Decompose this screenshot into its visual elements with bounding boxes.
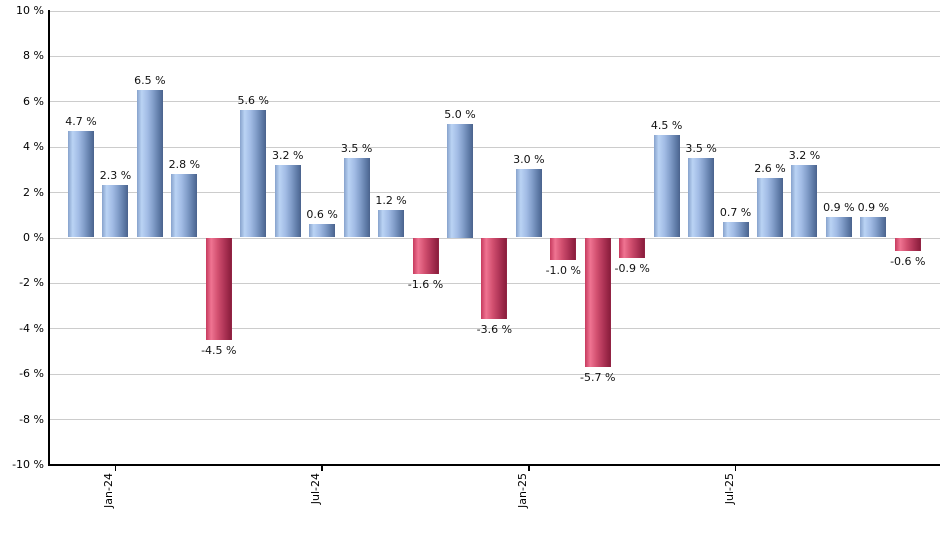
y-axis-tick-label: 2 % xyxy=(23,185,44,199)
gridline xyxy=(49,146,940,148)
bar-Jul-25 xyxy=(722,221,749,238)
gridline xyxy=(49,419,940,421)
gridline xyxy=(49,373,940,375)
bar-value-label: 5.6 % xyxy=(237,94,269,108)
bar-Jun-24 xyxy=(274,164,301,238)
y-axis-tick-label: -4 % xyxy=(19,321,44,335)
bar-value-label: 0.9 % xyxy=(823,201,855,215)
bar-Apr-24 xyxy=(205,237,232,340)
bar-value-label: 5.0 % xyxy=(444,108,476,121)
bar-value-label: 0.7 % xyxy=(719,205,752,219)
bar-value-label: 2.8 % xyxy=(168,157,201,171)
bar-Mar-24 xyxy=(171,173,198,238)
gridline xyxy=(49,101,940,103)
x-axis-line xyxy=(47,463,940,466)
bar-value-label: 0.6 % xyxy=(306,207,338,221)
bar-value-label: -4.5 % xyxy=(201,343,237,357)
bar-May-24 xyxy=(240,110,267,238)
bar-Dec-25 xyxy=(894,237,921,252)
y-axis-tick-label: -10 % xyxy=(12,458,44,471)
bar-Aug-24 xyxy=(343,158,370,238)
bar-Apr-25 xyxy=(619,237,646,258)
bar-value-label: -1.0 % xyxy=(545,264,582,278)
y-axis-tick-label: -2 % xyxy=(19,276,44,290)
bar-Feb-25 xyxy=(550,237,577,261)
bar-Dec-23 xyxy=(68,130,94,238)
bar-value-label: -0.6 % xyxy=(890,255,926,269)
bar-Jun-25 xyxy=(688,158,715,238)
bar-value-label: -0.9 % xyxy=(614,261,650,275)
bar-Aug-25 xyxy=(757,178,783,238)
y-axis-tick-label: 6 % xyxy=(23,94,44,108)
x-axis-tick-label: Jul-25 xyxy=(722,473,736,505)
bar-value-label: -3.6 % xyxy=(476,323,513,337)
bar-Nov-24 xyxy=(446,124,473,238)
bar-value-label: 3.2 % xyxy=(271,148,304,162)
x-axis-tick xyxy=(528,464,530,471)
bar-value-label: 2.6 % xyxy=(754,162,786,176)
bar-Mar-25 xyxy=(584,237,611,367)
bar-Jan-24 xyxy=(102,185,129,238)
bar-Sep-25 xyxy=(791,164,818,238)
x-axis-tick-label: Jan-24 xyxy=(102,473,116,508)
y-axis-tick-label: 8 % xyxy=(23,49,44,63)
bar-value-label: 2.3 % xyxy=(99,169,132,183)
bar-value-label: 3.0 % xyxy=(513,153,545,167)
bar-value-label: 6.5 % xyxy=(134,73,166,87)
x-axis-tick xyxy=(734,464,737,471)
y-axis-tick-label: -8 % xyxy=(19,412,44,426)
bar-value-label: -5.7 % xyxy=(580,370,616,384)
x-axis-tick-label: Jul-24 xyxy=(309,473,323,505)
bar-Feb-24 xyxy=(136,89,163,238)
y-axis-tick-label: 4 % xyxy=(23,140,44,154)
gridline xyxy=(49,55,940,57)
bar-Oct-24 xyxy=(412,237,439,274)
y-axis-tick-label: 10 % xyxy=(16,4,44,17)
y-axis-tick-label: -6 % xyxy=(19,367,44,381)
x-axis-tick xyxy=(114,464,117,471)
bar-Oct-25 xyxy=(825,217,852,238)
gridline xyxy=(49,192,940,194)
bar-value-label: -1.6 % xyxy=(407,277,444,291)
bar-Jan-25 xyxy=(515,169,542,238)
gridline xyxy=(49,328,940,330)
bar-Dec-24 xyxy=(481,237,508,320)
bar-value-label: 4.7 % xyxy=(65,114,97,128)
bar-value-label: 0.9 % xyxy=(857,201,890,215)
bar-May-25 xyxy=(653,135,680,238)
bar-Nov-25 xyxy=(860,217,887,238)
bar-value-label: 3.5 % xyxy=(340,142,373,156)
gridline xyxy=(49,10,940,12)
x-axis-tick-label: Jan-25 xyxy=(515,473,529,508)
x-axis-tick xyxy=(321,464,323,471)
bar-Sep-24 xyxy=(378,210,405,238)
bar-Jul-24 xyxy=(309,223,336,238)
y-axis-line xyxy=(47,10,50,465)
bar-value-label: 1.2 % xyxy=(375,194,407,208)
bar-value-label: 3.2 % xyxy=(788,148,821,162)
y-axis-tick-label: 0 % xyxy=(23,231,44,244)
bar-value-label: 4.5 % xyxy=(650,119,683,133)
bar-value-label: 3.5 % xyxy=(685,142,717,156)
